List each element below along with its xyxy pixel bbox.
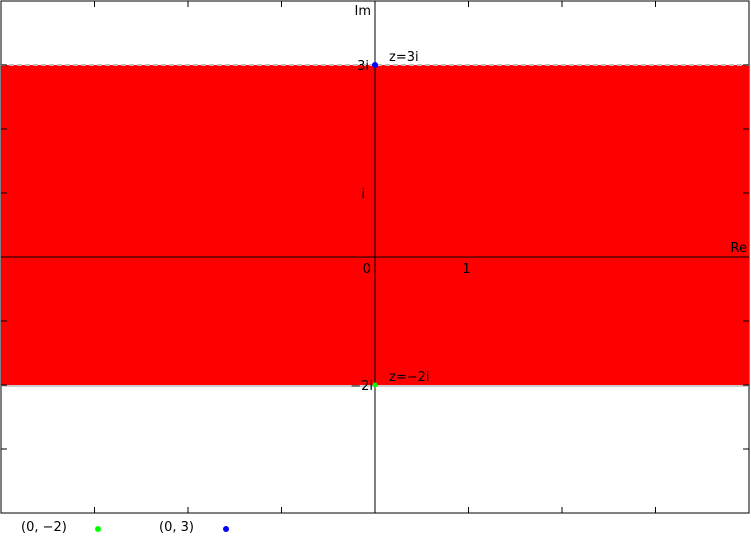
point-z-3i — [372, 62, 378, 68]
tick-label-origin: 0 — [363, 262, 371, 277]
point-label-z-3i: z=3i — [389, 50, 419, 65]
tick-label-y-minus-2i: −2i — [350, 379, 373, 394]
x-axis-label: Re — [731, 241, 747, 256]
legend-entry-marker-0 — [95, 526, 101, 532]
tick-label-y-i: i — [361, 187, 365, 202]
legend-entry-label-1: (0, 3) — [159, 520, 194, 535]
point-label-z-minus-2i: z=−2i — [389, 370, 430, 385]
y-axis-label: Im — [355, 4, 372, 19]
tick-label-x-one: 1 — [462, 262, 470, 277]
point-z-minus-2i — [373, 383, 378, 388]
legend-entry-marker-1 — [223, 526, 229, 532]
tick-label-y-3i: 3i — [357, 59, 369, 74]
legend-entry-label-0: (0, −2) — [21, 520, 67, 535]
